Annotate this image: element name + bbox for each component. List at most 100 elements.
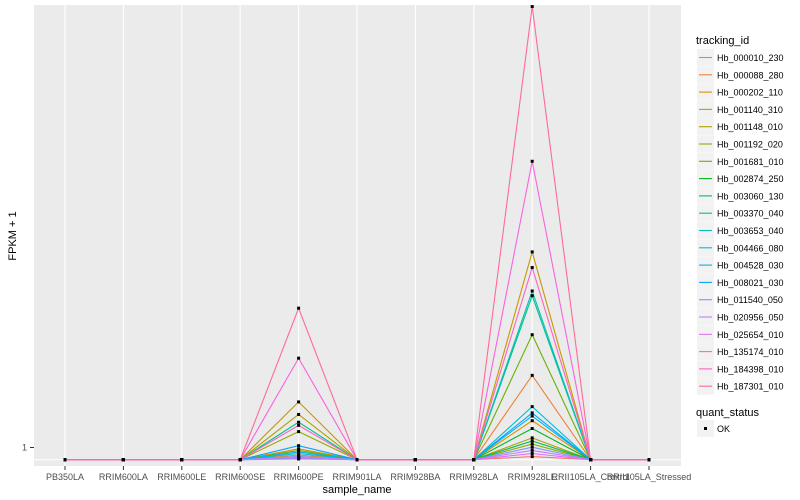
data-point [297,412,301,416]
data-point [180,458,184,462]
legend-label: Hb_011540_050 [717,295,783,305]
legend-label: Hb_003060_130 [717,191,784,201]
legend-item: Hb_025654_010 [697,325,784,343]
legend-item: Hb_003653_040 [697,222,784,239]
x-tick-label: RRIM928LE [508,472,557,482]
data-point [530,289,534,293]
legend-item: Hb_001681_010 [697,152,784,170]
legend-label: Hb_000010_230 [717,53,784,63]
data-point [589,458,593,462]
data-point [297,444,301,448]
data-point [297,448,301,452]
data-point [530,414,534,418]
legend-item: Hb_004528_030 [697,256,784,274]
legend-label: Hb_001192_020 [717,140,783,150]
data-point [297,423,301,427]
legend-item: Hb_001148_010 [697,118,783,136]
data-point [297,450,301,454]
x-tick-label: RRIM600PE [274,472,324,482]
data-point [297,451,301,455]
legend-item: Hb_001140_310 [697,100,783,118]
status-label: OK [717,424,730,434]
legend-label: Hb_000202_110 [717,88,783,98]
legend-label: Hb_004466_080 [717,243,784,253]
legend-label: Hb_135174_010 [717,347,784,357]
data-point [530,373,534,377]
data-point [63,458,67,462]
legend-item: Hb_011540_050 [697,291,783,309]
legend-item: Hb_000088_280 [697,66,784,84]
data-point [297,457,301,461]
legend-item: Hb_004466_080 [697,239,784,257]
legend-label: Hb_003653_040 [717,226,784,236]
legend-label: Hb_001148_010 [717,122,783,132]
legend-label: Hb_001140_310 [717,105,783,115]
x-axis-title: sample_name [322,484,391,496]
status-key-point [704,427,707,430]
legend-item: Hb_008021_030 [697,273,784,291]
data-point [530,448,534,452]
data-point [530,405,534,409]
legend-label: Hb_184398_010 [717,364,784,374]
data-point [530,442,534,446]
x-tick-label: RRIM600SE [215,472,265,482]
data-point [530,159,534,163]
grid-lines [34,5,681,466]
data-point [530,426,534,430]
data-point [297,455,301,459]
data-point [530,250,534,254]
y-axis-title: FPKM + 1 [7,211,19,260]
legend-label: Hb_004528_030 [717,261,784,271]
data-point [530,451,534,455]
data-point [413,458,417,462]
quant-status-title: quant_status [696,407,759,419]
data-point [297,447,301,451]
data-point [297,430,301,434]
x-tick-label: RRIM928BA [390,472,440,482]
data-point [355,458,359,462]
data-point [530,439,534,443]
legend-label: Hb_008021_030 [717,278,784,288]
legend-label: Hb_020956_050 [717,313,784,323]
legend-item: Hb_184398_010 [697,360,784,378]
data-point [530,266,534,270]
data-points [63,5,651,462]
data-point [297,453,301,457]
data-point [530,419,534,423]
legend-label: Hb_187301_010 [717,382,784,392]
data-point [530,411,534,415]
legend-item: Hb_002874_250 [697,170,784,188]
data-point [472,458,476,462]
data-point [647,458,651,462]
legend-label: Hb_001681_010 [717,157,784,167]
data-point [297,306,301,310]
data-point [530,333,534,337]
legend-label: Hb_025654_010 [717,330,784,340]
x-tick-label: PB350LA [46,472,84,482]
data-point [297,356,301,360]
legend-item: Hb_003370_040 [697,204,784,222]
legend-label: Hb_002874_250 [717,174,784,184]
data-point [530,445,534,449]
legend-item: Hb_000202_110 [697,83,783,101]
data-point [297,420,301,424]
y-axis: 1 [22,443,34,453]
y-tick-label: 1 [22,443,27,453]
legend: tracking_id Hb_000010_230 Hb_000088_280 Hb… [696,35,784,437]
data-point [530,455,534,459]
x-tick-label: RRIM901LA [332,472,381,482]
legend-title: tracking_id [696,35,749,47]
legend-item: Hb_001192_020 [697,135,783,153]
legend-label: Hb_000088_280 [717,70,784,80]
legend-item: Hb_135174_010 [697,343,784,361]
legend-item: Hb_020956_050 [697,308,784,326]
x-tick-label: RRIM600LA [99,472,148,482]
x-tick-label: RRIM600LE [157,472,206,482]
x-tick-label: RRII105LA_Control [552,472,630,482]
legend-item: Hb_187301_010 [697,377,784,395]
data-point [121,458,125,462]
data-point [238,458,242,462]
legend-item: Hb_003060_130 [697,187,784,205]
legend-item: Hb_000010_230 [697,49,784,66]
